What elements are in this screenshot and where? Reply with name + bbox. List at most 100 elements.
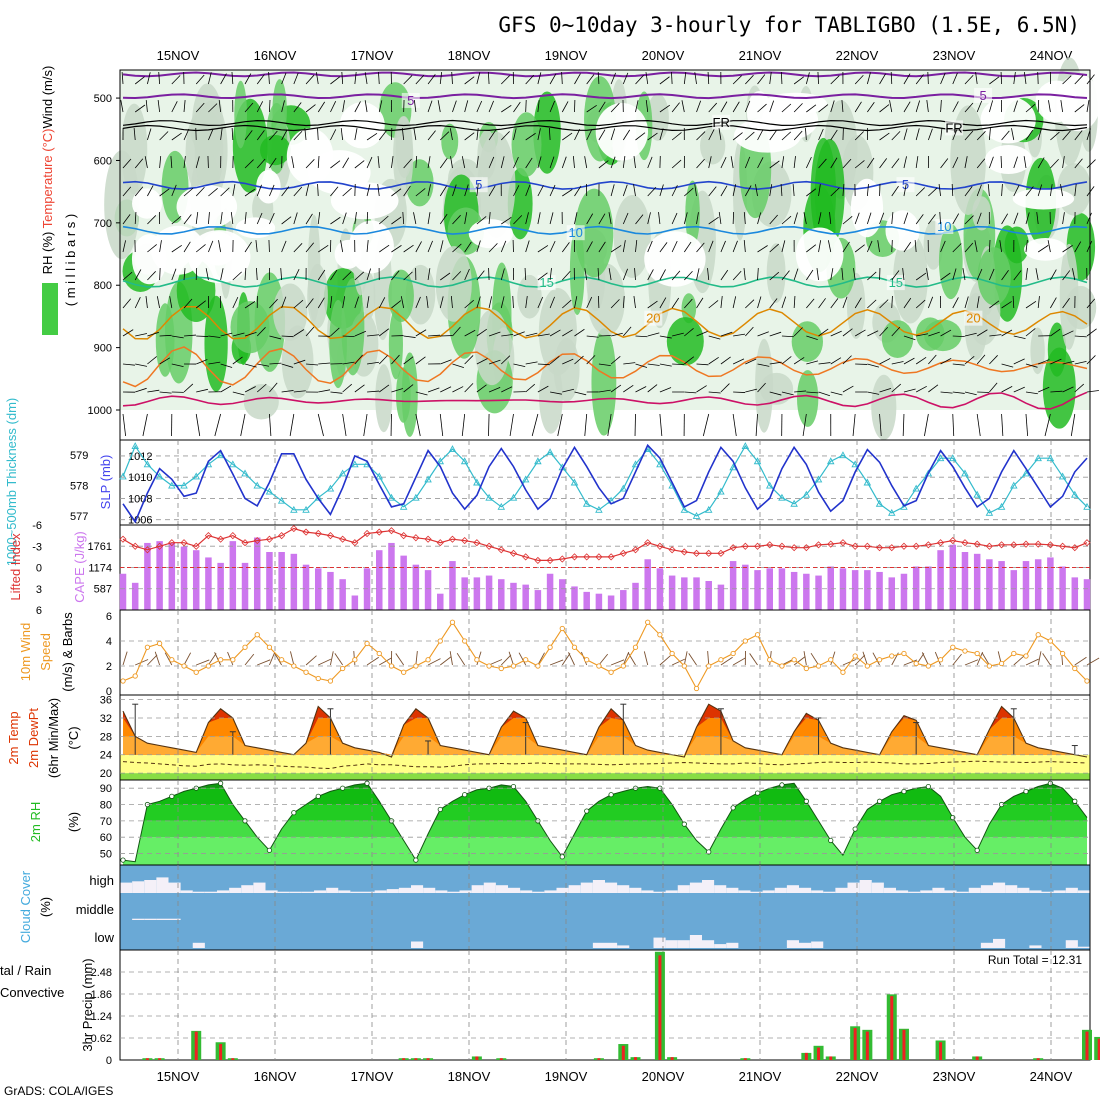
wind-barb xyxy=(488,296,493,309)
wind-barb xyxy=(415,156,418,169)
wind-barb xyxy=(269,99,271,113)
wind-barb xyxy=(134,296,141,309)
wind-barb xyxy=(1086,186,1095,197)
thickness-point xyxy=(729,463,737,471)
wind-barb xyxy=(269,382,278,393)
wind-barb xyxy=(903,128,908,141)
wind-barb xyxy=(597,71,600,85)
lifted-index-point xyxy=(1034,540,1042,548)
wind-barb xyxy=(940,99,942,113)
rh-point xyxy=(169,793,175,799)
wind-barb xyxy=(866,212,872,225)
wind-barb xyxy=(183,187,194,197)
precip-convective-bar xyxy=(402,1058,406,1060)
thickness-point xyxy=(460,457,469,465)
lifted-index-point xyxy=(412,534,420,542)
lifted-index-point xyxy=(265,535,273,543)
wind-barb xyxy=(121,72,124,85)
wind-barb xyxy=(623,362,636,365)
surface-wind-barb xyxy=(449,651,453,666)
wind-barb xyxy=(147,128,152,141)
wind-barb xyxy=(720,356,731,365)
wind-barb xyxy=(633,184,636,197)
wind-barb xyxy=(317,297,325,309)
wind-barb xyxy=(156,296,161,309)
rh-point xyxy=(754,790,761,796)
wind-barb xyxy=(488,387,501,393)
wind-barb xyxy=(306,363,319,366)
rh-shade xyxy=(1059,243,1079,350)
wind-barb xyxy=(853,268,856,281)
wind-barb xyxy=(623,384,634,393)
wind-barb xyxy=(256,74,265,85)
precip-convective-bar xyxy=(1097,1038,1100,1060)
wind-barb xyxy=(647,269,654,281)
thickness-point xyxy=(1058,472,1067,480)
wind-barb xyxy=(987,184,990,197)
wind-speed-point xyxy=(730,650,736,657)
wind-barb xyxy=(549,212,554,225)
cloud-level-label: high xyxy=(89,873,114,888)
wind-barb xyxy=(196,359,208,365)
wind-speed-point xyxy=(706,663,712,669)
cloud-bar-high xyxy=(799,887,812,893)
cloud-bar-high xyxy=(362,891,375,893)
wind-barb xyxy=(415,413,421,437)
wind-barb xyxy=(769,331,782,337)
lifted-index-point xyxy=(339,535,347,543)
wind-barb xyxy=(427,184,431,197)
wind-barb xyxy=(256,101,264,113)
wind-speed-point xyxy=(779,663,785,669)
wind-barb xyxy=(562,329,573,337)
cape-bar xyxy=(766,568,773,610)
thickness-point xyxy=(509,493,518,501)
cloud-bar-high xyxy=(689,882,702,893)
thickness-point xyxy=(888,508,896,516)
wind-speed-point xyxy=(315,675,321,682)
cape-bar xyxy=(595,593,603,610)
surface-wind-barb xyxy=(154,651,161,666)
wind-barb xyxy=(757,267,759,281)
wind-barb xyxy=(413,212,417,225)
rh-shade xyxy=(893,233,928,324)
wind-barb xyxy=(696,268,700,281)
lifted-index-point xyxy=(1071,544,1079,552)
wind-barb xyxy=(476,128,479,141)
wind-barb xyxy=(379,384,390,393)
cloud-bar-high xyxy=(1005,885,1018,893)
wind-barb xyxy=(745,74,754,85)
surface-wind-barb xyxy=(305,655,317,666)
wind-barb xyxy=(1001,270,1009,281)
chart-title: GFS 0~10day 3-hourly for TABLIGBO (1.5E,… xyxy=(498,13,1080,37)
cape-bar xyxy=(900,573,908,610)
thickness-point xyxy=(241,469,249,477)
wind-barb xyxy=(281,335,294,338)
cape-bar xyxy=(986,559,993,610)
wind-barb xyxy=(244,212,247,225)
wind-barb xyxy=(743,268,746,281)
wind-barb xyxy=(867,299,877,309)
wind-barb xyxy=(531,413,539,437)
wind-barb xyxy=(647,212,651,225)
wind-barb xyxy=(574,73,581,85)
wind-speed-point xyxy=(584,657,590,663)
wind-barb xyxy=(1086,298,1096,309)
cape-bar xyxy=(827,566,834,610)
cloud-bar-high xyxy=(435,890,448,893)
thickness-point xyxy=(1083,502,1091,510)
surface-wind-barb xyxy=(274,652,283,666)
wind-barb xyxy=(378,355,388,365)
wind-ylabel-3-part: (m/s) & Barbs xyxy=(60,612,75,692)
cape-bar xyxy=(851,570,859,610)
wind-barb xyxy=(940,158,949,169)
surface-wind-barb xyxy=(903,659,918,666)
wind-barb xyxy=(171,101,178,113)
cape-tick-label: 587 xyxy=(94,584,112,596)
cape-bar xyxy=(339,579,346,610)
cloud-bar-high xyxy=(314,890,327,893)
wind-barb xyxy=(1025,103,1036,113)
wind-barb xyxy=(244,130,253,141)
wind-barb xyxy=(598,389,611,393)
cape-bar xyxy=(644,559,651,610)
rh-point xyxy=(584,808,590,814)
